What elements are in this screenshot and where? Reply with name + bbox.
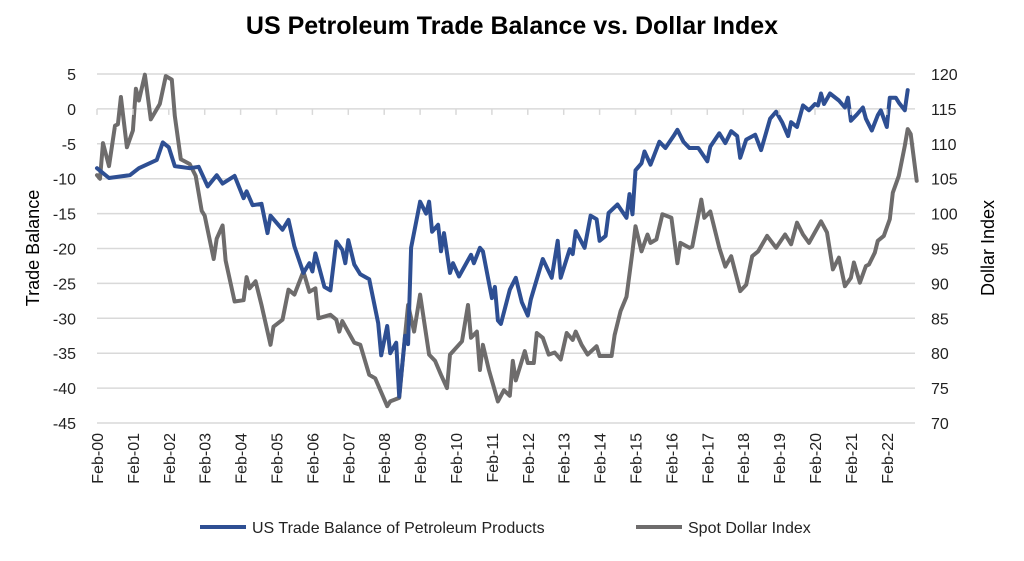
right-tick-label: 70 [931, 416, 949, 433]
x-tick-label: Feb-06 [305, 433, 322, 484]
right-tick-label: 85 [931, 311, 949, 328]
x-tick-label: Feb-11 [485, 433, 502, 483]
right-axis-title: Dollar Index [978, 200, 998, 296]
x-tick-label: Feb-02 [162, 433, 179, 484]
x-tick-label: Feb-19 [772, 433, 789, 484]
x-tick-label: Feb-16 [664, 433, 681, 484]
right-tick-label: 110 [931, 137, 957, 154]
right-tick-label: 100 [931, 207, 958, 224]
right-tick-label: 90 [931, 276, 949, 293]
series-line-us-trade-balance-of-petroleum-products [95, 88, 910, 399]
left-tick-label: 0 [67, 102, 76, 119]
x-axis-ticks: Feb-00 Feb-01 Feb-02 Feb-03 Feb-04 Feb-05 Feb-… [90, 108, 897, 484]
left-axis-title: Trade Balance [23, 190, 43, 306]
right-tick-label: 95 [931, 242, 949, 259]
left-tick-label: -45 [53, 416, 76, 433]
x-tick-label: Feb-17 [700, 433, 717, 484]
x-tick-label: Feb-00 [90, 433, 107, 484]
x-tick-label: Feb-07 [341, 433, 358, 484]
left-axis-ticks: 5 0 -5 -10 -15 -20 -25 -30 -35 -40 -45 [53, 67, 76, 433]
right-tick-label: 80 [931, 346, 949, 363]
left-tick-label: -20 [53, 242, 76, 259]
legend-label-dollar-index: Spot Dollar Index [688, 520, 811, 537]
right-axis-ticks: 120 115 110 105 100 95 90 85 80 75 70 [931, 67, 958, 433]
left-tick-label: -5 [62, 137, 76, 154]
x-tick-label: Feb-18 [736, 433, 753, 484]
x-tick-label: Feb-22 [880, 433, 897, 484]
x-tick-label: Feb-04 [234, 433, 251, 484]
x-tick-label: Feb-15 [629, 433, 646, 484]
x-tick-label: Feb-10 [449, 433, 466, 484]
left-tick-label: -30 [53, 311, 76, 328]
right-tick-label: 75 [931, 381, 949, 398]
series-line-spot-dollar-index [95, 72, 919, 409]
chart-title: US Petroleum Trade Balance vs. Dollar In… [245, 12, 779, 40]
left-tick-label: -15 [53, 207, 76, 224]
x-tick-label: Feb-20 [808, 433, 825, 484]
legend: US Trade Balance of Petroleum Products S… [200, 520, 811, 537]
gridlines [97, 73, 915, 424]
left-tick-label: -35 [53, 346, 76, 363]
x-tick-label: Feb-03 [198, 433, 215, 484]
x-tick-label: Feb-14 [593, 433, 610, 484]
x-tick-label: Feb-08 [377, 433, 394, 484]
x-tick-label: Feb-21 [844, 433, 861, 484]
x-tick-label: Feb-05 [270, 433, 287, 484]
x-tick-label: Feb-12 [521, 433, 538, 484]
x-tick-label: Feb-01 [126, 433, 143, 484]
right-tick-label: 120 [931, 67, 958, 84]
legend-label-trade-balance: US Trade Balance of Petroleum Products [252, 520, 545, 537]
left-tick-label: -10 [53, 172, 76, 189]
left-tick-label: -25 [53, 276, 76, 293]
series-lines [95, 72, 919, 409]
right-tick-label: 105 [931, 172, 958, 189]
x-tick-label: Feb-09 [413, 433, 430, 484]
right-tick-label: 115 [931, 102, 957, 119]
left-tick-label: -40 [53, 381, 76, 398]
x-tick-label: Feb-13 [557, 433, 574, 484]
left-tick-label: 5 [67, 67, 76, 84]
